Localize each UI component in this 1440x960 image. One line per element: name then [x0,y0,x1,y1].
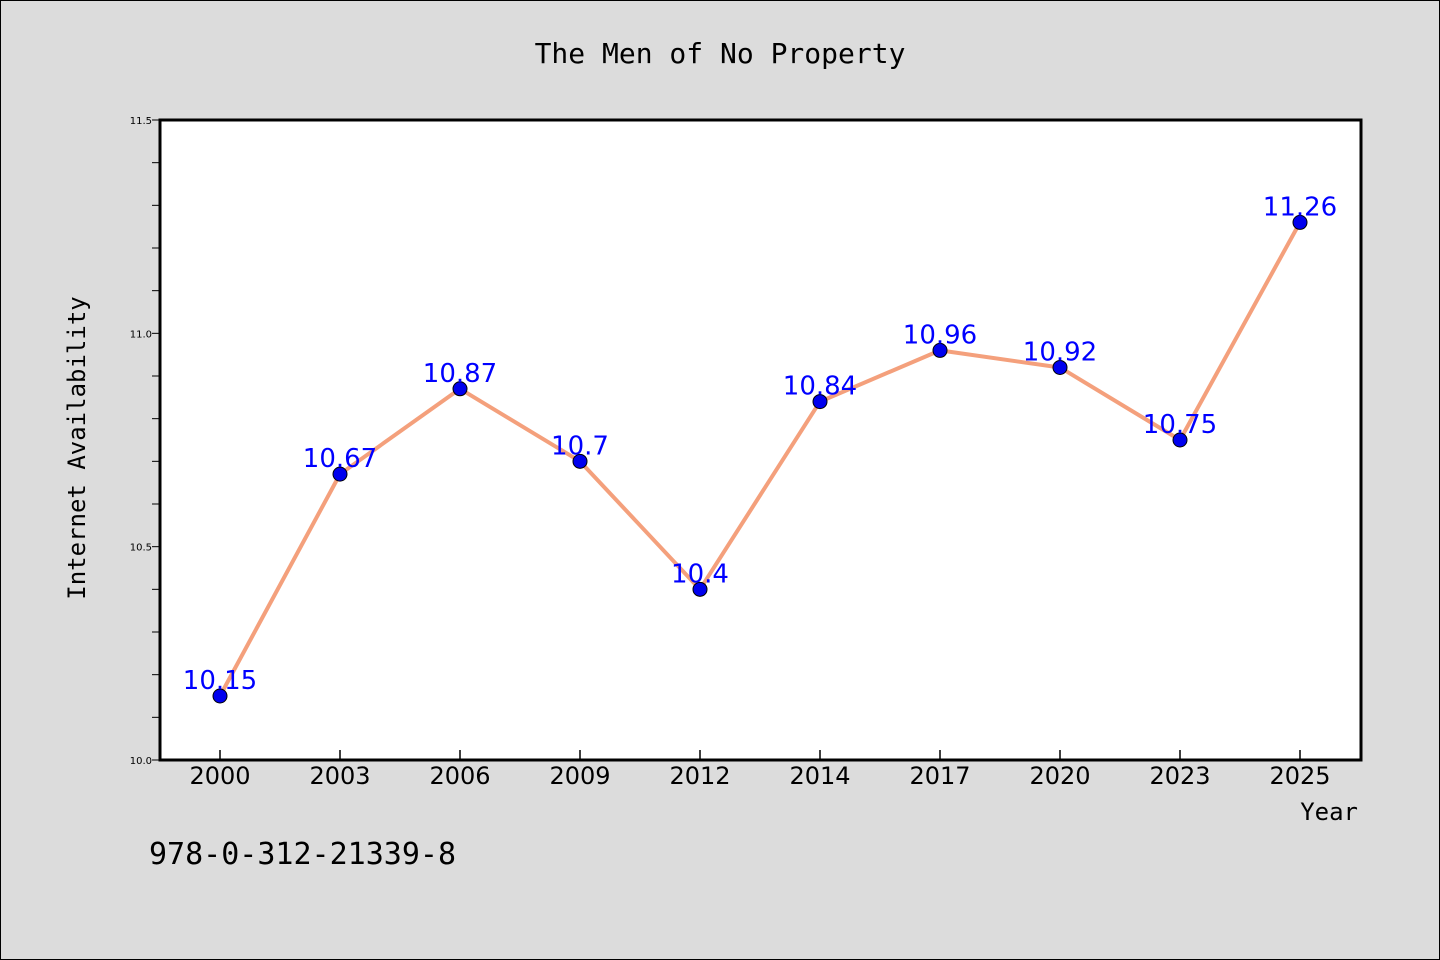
y-tick-label: 10.5 [130,543,152,554]
x-axis-label: Year [1300,798,1358,826]
x-tick-label: 2009 [549,762,610,790]
data-point [812,394,828,410]
data-label: 10.92 [1023,337,1097,367]
data-label: 10.4 [671,559,729,589]
x-tick-label: 2017 [909,762,970,790]
isbn-text: 978-0-312-21339-8 [149,837,456,872]
data-markers [212,214,1308,704]
data-point [572,453,588,469]
x-tick-labels: 2000 2003 2006 2009 2012 2014 2017 2020 2023 2025 [189,762,1330,790]
data-point [1172,432,1188,448]
x-tick-label: 2006 [429,762,490,790]
data-label: 10.96 [903,320,977,350]
chart-title: The Men of No Property [535,37,906,70]
y-axis-label: Internet Availability [63,296,91,599]
x-tick-label: 2003 [309,762,370,790]
data-point [452,381,468,397]
x-tick-label: 2020 [1029,762,1090,790]
x-tick-label: 2014 [789,762,850,790]
y-tick-label: 10.0 [130,756,152,767]
data-label: 10.87 [423,359,497,389]
data-label: 10.15 [183,666,257,696]
x-tick-label: 2012 [669,762,730,790]
data-point [212,688,228,704]
data-label: 10.67 [303,444,377,474]
data-label: 10.84 [783,372,857,402]
x-ticks [219,750,1301,760]
data-labels: 10.15 10.67 10.87 10.7 10.4 10.84 10.96 10.92 10… [183,192,1337,696]
x-tick-label: 2023 [1149,762,1210,790]
x-tick-label: 2025 [1269,762,1330,790]
y-tick-labels: 10.0 10.5 11.0 11.5 [130,116,152,767]
data-point [1052,359,1068,375]
y-minor-ticks [152,119,160,761]
data-point [332,466,348,482]
data-point [932,342,948,358]
series-line [218,221,1302,697]
y-tick-label: 11.5 [130,116,152,127]
data-label: 10.7 [551,431,609,461]
y-tick-label: 11.0 [130,329,152,340]
data-point [1292,214,1308,230]
x-tick-label: 2000 [189,762,250,790]
data-point [692,581,708,597]
plot-area [158,118,1363,762]
data-label: 10.75 [1143,410,1217,440]
data-label: 11.26 [1263,192,1337,222]
